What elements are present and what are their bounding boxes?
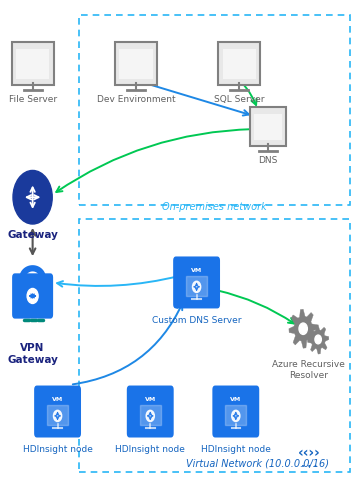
Text: On-premises network: On-premises network: [162, 202, 267, 212]
Text: Virtual Network (10.0.0.0/16): Virtual Network (10.0.0.0/16): [186, 458, 329, 468]
FancyBboxPatch shape: [223, 49, 256, 79]
Circle shape: [146, 410, 154, 422]
FancyBboxPatch shape: [119, 49, 153, 79]
FancyBboxPatch shape: [186, 276, 207, 296]
FancyBboxPatch shape: [225, 405, 246, 425]
FancyBboxPatch shape: [34, 386, 81, 437]
Text: HDInsight node: HDInsight node: [22, 445, 92, 453]
Circle shape: [232, 410, 240, 422]
FancyBboxPatch shape: [140, 405, 161, 425]
Text: Dev Environment: Dev Environment: [97, 95, 175, 104]
Text: VPN
Gateway: VPN Gateway: [7, 343, 58, 365]
Text: Azure Recursive
Resolver: Azure Recursive Resolver: [272, 360, 345, 380]
FancyBboxPatch shape: [173, 257, 220, 308]
FancyBboxPatch shape: [212, 386, 259, 437]
FancyBboxPatch shape: [16, 49, 49, 79]
Polygon shape: [289, 309, 317, 348]
FancyBboxPatch shape: [218, 42, 260, 85]
FancyBboxPatch shape: [11, 42, 54, 85]
Text: VM: VM: [191, 268, 202, 273]
Text: DNS: DNS: [258, 156, 278, 165]
Text: File Server: File Server: [9, 95, 57, 104]
Text: SQL Server: SQL Server: [214, 95, 265, 104]
FancyBboxPatch shape: [47, 405, 68, 425]
Circle shape: [315, 335, 321, 344]
Circle shape: [54, 410, 62, 422]
Polygon shape: [307, 325, 329, 354]
Text: VM: VM: [230, 397, 241, 402]
Text: Gateway: Gateway: [7, 230, 58, 241]
Text: VM: VM: [145, 397, 156, 402]
FancyBboxPatch shape: [254, 114, 282, 140]
Circle shape: [13, 170, 52, 224]
Text: ‹‹››: ‹‹››: [297, 446, 320, 460]
FancyBboxPatch shape: [250, 107, 286, 146]
FancyBboxPatch shape: [12, 273, 53, 318]
FancyBboxPatch shape: [127, 386, 174, 437]
Circle shape: [192, 281, 201, 293]
Circle shape: [299, 323, 307, 335]
FancyBboxPatch shape: [115, 42, 157, 85]
Circle shape: [27, 288, 38, 303]
Text: HDInsight node: HDInsight node: [115, 445, 185, 453]
Text: Custom DNS Server: Custom DNS Server: [152, 316, 241, 324]
Text: VM: VM: [52, 397, 63, 402]
Text: • • •: • • •: [301, 464, 317, 469]
Text: HDInsight node: HDInsight node: [201, 445, 271, 453]
